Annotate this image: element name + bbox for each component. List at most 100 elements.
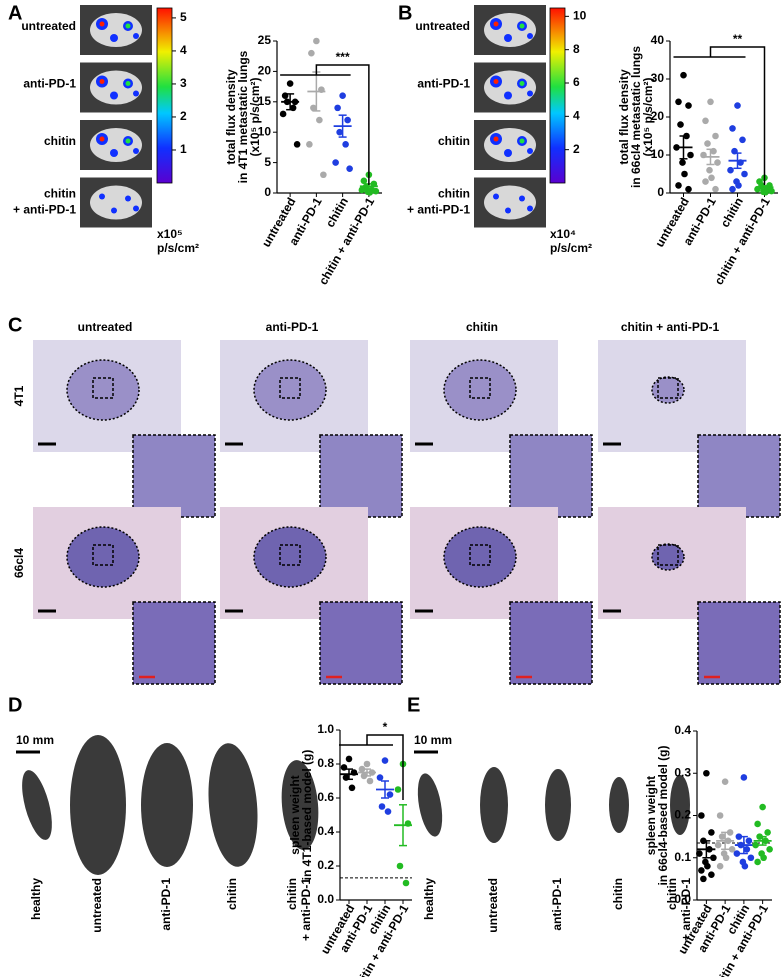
data-point (332, 159, 339, 166)
y-tick-label: 0.8 (317, 756, 334, 770)
colorbar-unit: p/s/cm² (157, 241, 199, 255)
colorbar-tick-label: 2 (573, 142, 580, 156)
significance-bracket (366, 734, 404, 800)
panel-letter: C (8, 314, 22, 336)
spleen (670, 775, 690, 835)
data-point (733, 850, 741, 857)
data-point (734, 102, 741, 109)
data-point (754, 820, 761, 828)
data-point (366, 189, 374, 196)
signal-spot (527, 90, 533, 97)
y-tick-label: 0 (264, 185, 271, 199)
spleen-label: healthy (29, 878, 43, 920)
zoom-box (92, 544, 114, 566)
spleen (22, 770, 52, 840)
data-point (681, 170, 688, 178)
spleen-label: + anti-PD-1 (299, 878, 313, 941)
spleen-label: chitin (225, 878, 239, 910)
colorbar-unit: x10⁵ (157, 227, 183, 241)
y-tick-label: 0.1 (674, 850, 691, 864)
data-point (344, 116, 351, 124)
y-axis-label: in 66cl4-based model (g) (656, 745, 670, 885)
tumor-region (651, 376, 685, 404)
data-point (320, 171, 327, 179)
significance-label: * (383, 720, 388, 734)
data-point (714, 159, 721, 166)
significance-label: *** (336, 50, 350, 64)
y-tick-label: 20 (258, 64, 272, 78)
inset-image (697, 434, 781, 518)
data-point (293, 141, 301, 148)
column-header: chitin + anti-PD-1 (621, 320, 720, 334)
signal-core (519, 138, 525, 144)
x-tick-label: chitin (718, 195, 746, 230)
spleen-label: healthy (422, 878, 436, 920)
data-point (706, 166, 713, 174)
lung-tissue (484, 185, 536, 220)
colorbar-tick-label: 3 (180, 76, 187, 90)
data-point (306, 141, 313, 148)
image-label: + anti-PD-1 (13, 203, 76, 217)
data-point (716, 862, 724, 870)
image-label: chitin (438, 187, 470, 201)
y-tick-label: 0.0 (674, 892, 691, 906)
data-point (279, 110, 287, 118)
spleen-label: chitin (665, 878, 679, 910)
spleen-label: untreated (486, 878, 500, 933)
data-point (310, 104, 317, 112)
y-axis-label: in 66cl4 metastatic lungs (629, 46, 643, 188)
y-tick-label: 20 (651, 109, 665, 123)
data-point (316, 116, 323, 124)
spleen (545, 769, 571, 841)
data-point (739, 136, 746, 144)
data-point (714, 841, 722, 849)
data-point (760, 854, 767, 862)
y-tick-label: 25 (258, 33, 272, 47)
data-point (687, 151, 694, 159)
lung-tissue (90, 128, 142, 162)
data-point (336, 128, 343, 136)
inset-image (697, 601, 781, 685)
signal-spot (504, 91, 512, 100)
data-point (313, 37, 320, 45)
tumor-region (443, 359, 517, 421)
panel-letter: A (8, 2, 22, 24)
y-tick-label: 5 (264, 155, 271, 169)
x-tick-label: chitin + anti-PD-1 (712, 195, 773, 287)
data-point (704, 140, 711, 147)
signal-spot (505, 207, 511, 214)
signal-core (519, 81, 525, 86)
spleen-label: + anti-PD-1 (679, 878, 693, 941)
data-point (378, 803, 386, 810)
y-tick-label: 0.3 (674, 765, 691, 779)
signal-core (493, 79, 499, 84)
data-point (759, 803, 766, 811)
panel-letter: D (8, 694, 22, 716)
tumor-region (651, 543, 685, 571)
colorbar-tick-label: 2 (180, 109, 187, 123)
data-point (376, 774, 384, 781)
colorbar-tick-label: 5 (180, 10, 187, 24)
data-point (372, 187, 380, 195)
lung-tissue (484, 128, 536, 162)
signal-spot (519, 195, 525, 202)
inset-image (319, 601, 403, 685)
data-point (708, 829, 715, 836)
data-point (721, 778, 729, 785)
data-point (741, 862, 749, 870)
image-label: untreated (415, 19, 470, 33)
image-label: anti-PD-1 (23, 77, 76, 91)
colorbar (156, 7, 173, 184)
signal-core (125, 23, 131, 29)
y-axis-label: (x10⁵ p/s/cm²) (248, 78, 262, 157)
signal-spot (504, 34, 512, 42)
data-point (762, 188, 769, 196)
signal-spot (527, 148, 533, 154)
data-point (727, 166, 734, 174)
data-point (741, 170, 748, 178)
panel-letter: B (398, 2, 412, 24)
y-tick-label: 10 (651, 147, 665, 161)
data-point (685, 185, 692, 193)
tumor-region (253, 359, 327, 421)
data-point (747, 854, 755, 862)
